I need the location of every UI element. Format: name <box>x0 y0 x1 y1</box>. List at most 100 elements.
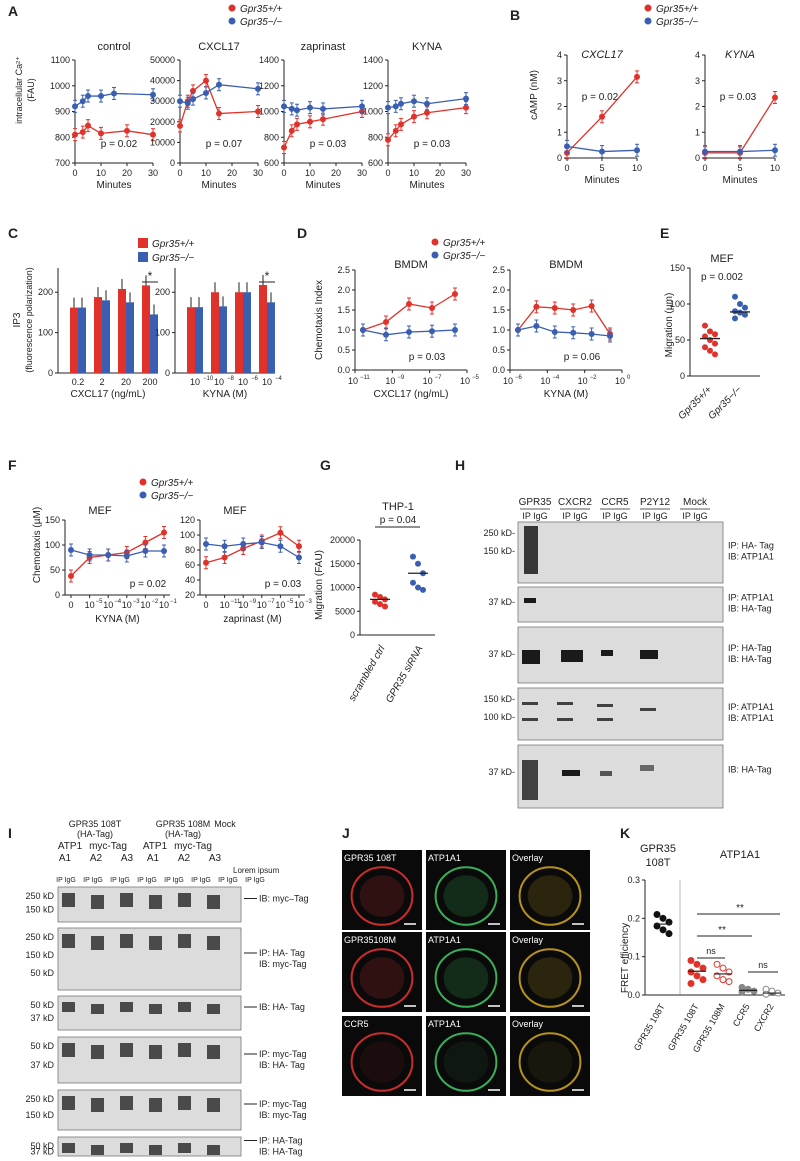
y-tick-label: 1000 <box>50 81 70 91</box>
ko-point <box>737 309 743 316</box>
ko-point <box>111 90 117 97</box>
mw-marker: 150 kD <box>25 905 54 915</box>
band <box>120 893 133 907</box>
x-tick-exponent: −8 <box>227 376 235 382</box>
wt-point <box>277 529 284 536</box>
x-tick-label: 10 <box>294 600 304 610</box>
blot-label: IB: myc-Tag <box>259 1110 307 1120</box>
blot-label: IP: myc-Tag <box>259 1049 307 1059</box>
lane-label: IP IgG <box>56 877 76 884</box>
y-tick-label: 0.2 <box>627 913 640 923</box>
p-value: p = 0.002 <box>701 272 743 283</box>
y-tick-label: 60 <box>185 560 195 570</box>
ko-point <box>406 329 412 335</box>
y-tick-label: 0 <box>557 153 562 163</box>
x-tick-exponent: −7 <box>435 375 443 381</box>
i-blots: GPR35 108T(HA-Tag)GPR35 108M(HA-Tag)Mock… <box>25 819 308 1157</box>
cell-body <box>359 957 405 999</box>
p-value: p = 0.04 <box>380 515 417 526</box>
sig-label: ns <box>758 960 768 970</box>
y-tick-label: 1400 <box>363 55 383 65</box>
x-tick-label: 10 <box>85 600 95 610</box>
micrograph-panel <box>426 1016 506 1096</box>
x-tick-label: 10 <box>103 600 113 610</box>
wt-point <box>221 554 228 561</box>
x-tick-exponent: −4 <box>275 376 283 382</box>
band <box>178 1096 191 1110</box>
mw-marker: 250 kD- <box>483 528 515 538</box>
x-tick-label: 10 <box>214 377 224 387</box>
y-tick-label: 20000 <box>150 117 175 127</box>
band <box>561 650 583 662</box>
legend-ko-marker <box>138 252 148 262</box>
cell-outline <box>434 866 498 926</box>
band <box>524 598 536 603</box>
micrograph-label: CCR5 <box>344 1019 369 1029</box>
legend-ko-marker <box>139 491 147 499</box>
ko-point <box>772 147 778 154</box>
x-tick-label: 20 <box>122 168 132 178</box>
cell-outline <box>518 1032 582 1092</box>
a-plot-3: KYNA 600 800 1000 1200 1400 0 10 20 30 Minutes p = … <box>363 41 471 191</box>
y-tick-label: 0 <box>695 153 700 163</box>
band <box>207 1098 220 1112</box>
y-tick-label: 2.5 <box>337 265 350 275</box>
wt-point <box>296 543 302 550</box>
ko-point <box>732 293 738 300</box>
ko-point <box>320 105 326 112</box>
y-tick-label: 100 <box>155 328 170 338</box>
wt-bar <box>118 289 126 373</box>
wt-point <box>382 603 388 610</box>
y-tick-label: 200 <box>38 287 53 297</box>
ko-point <box>203 89 209 96</box>
c-ylabel-2: (fluorescence polarization) <box>24 267 34 373</box>
band <box>91 1045 104 1059</box>
y-tick-label: 2 <box>695 102 700 112</box>
x-tick-label: 10 <box>238 600 248 610</box>
fret-point <box>725 978 733 986</box>
y-tick-label: 100 <box>45 540 60 550</box>
x-tick-exponent: −11 <box>231 599 241 605</box>
x-tick-label: GPR35 108T <box>632 1002 667 1053</box>
ko-point <box>221 543 228 550</box>
y-tick-label: 40 <box>185 575 195 585</box>
legend-wt-marker <box>138 238 148 248</box>
p-value: p = 0.02 <box>130 579 167 590</box>
wt-point <box>570 307 577 313</box>
ko-point <box>420 586 426 593</box>
x-tick-label: 200 <box>142 377 157 387</box>
ko-point <box>98 93 104 100</box>
mw-marker: 150 kD <box>25 950 54 960</box>
band <box>62 1096 75 1110</box>
cell-body <box>443 1041 489 1083</box>
y-tick-label: 100 <box>180 530 195 540</box>
p-value: p = 0.03 <box>265 579 302 590</box>
cell-outline <box>518 948 582 1008</box>
micrograph-panel <box>510 850 590 930</box>
ko-point <box>85 93 91 100</box>
y-tick-label: 20000 <box>330 535 355 545</box>
y-tick-label: 40000 <box>150 76 175 86</box>
mw-marker: 37 kD <box>30 1013 54 1023</box>
micrograph-label: ATP1A1 <box>428 853 461 863</box>
ko-point <box>564 143 570 150</box>
x-tick-exponent: −1 <box>170 599 178 605</box>
band <box>62 1043 75 1057</box>
wt-point <box>142 539 149 546</box>
ko-bar <box>243 292 251 373</box>
y-tick-label: 50 <box>50 565 60 575</box>
fret-point <box>665 930 673 938</box>
y-tick-label: 200 <box>155 287 170 297</box>
j-micrographs: GPR35 108T ATP1A1 Overlay GPR35108M ATP1A1 Ov… <box>342 850 590 1096</box>
x-tick-exponent: −3 <box>305 599 313 605</box>
x-tick-exponent: −4 <box>114 599 122 605</box>
sub-header: myc-Tag <box>89 841 127 852</box>
ko-point <box>359 103 365 110</box>
band <box>207 1045 220 1059</box>
lane-label: IP IgG <box>522 511 547 521</box>
legend-wt-label: Gpr35+/+ <box>152 239 194 250</box>
micrograph-panel <box>510 1016 590 1096</box>
e-ylabel: Migration (µm) <box>664 293 675 358</box>
